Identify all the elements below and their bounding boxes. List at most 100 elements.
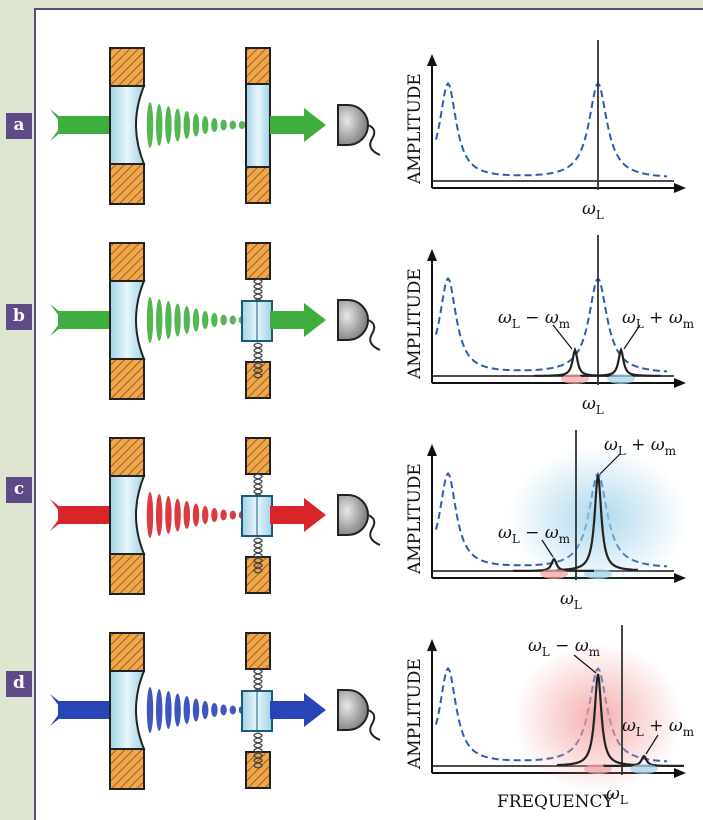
lower-sideband xyxy=(512,557,594,572)
panel-c: AMPLITUDE ωL ωL + ωm ωL − ωm xyxy=(50,430,688,612)
intracavity-wave xyxy=(146,297,154,343)
intracavity-wave xyxy=(202,116,209,134)
membrane-mount-top xyxy=(245,47,271,85)
upper-sideband-label: ωL + ωm xyxy=(604,435,676,458)
detector-cable xyxy=(367,124,381,156)
x-axis-arrow xyxy=(674,378,686,388)
membrane-mount-top xyxy=(245,632,271,670)
lower-sideband-leader xyxy=(541,539,554,558)
mirror-mount-bottom xyxy=(109,553,145,595)
input-beam xyxy=(58,701,110,719)
panel-label-a: a xyxy=(6,113,32,139)
photodetector xyxy=(337,689,369,731)
concave-mirror xyxy=(109,85,146,165)
lower-sideband-label: ωL − ωm xyxy=(498,523,570,546)
mirror-mount-bottom xyxy=(109,163,145,205)
x-axis-arrow xyxy=(674,768,686,778)
output-beam-arrow xyxy=(304,693,326,727)
spring xyxy=(253,732,261,769)
intracavity-wave xyxy=(220,704,227,716)
intracavity-wave xyxy=(192,698,200,722)
upper-sideband xyxy=(579,346,662,377)
intracavity-wave xyxy=(202,701,209,719)
spring xyxy=(253,537,261,574)
lower-sideband xyxy=(556,673,639,767)
lower-sideband-label: ωL − ωm xyxy=(498,308,570,331)
intracavity-wave xyxy=(156,104,163,146)
panel-label-b: b xyxy=(6,304,32,330)
intracavity-wave xyxy=(229,705,236,715)
y-axis-label: AMPLITUDE xyxy=(405,658,425,770)
intracavity-wave xyxy=(220,119,227,131)
membrane-mount-bottom xyxy=(245,166,271,204)
red-sideband-glow xyxy=(513,643,683,793)
panel-b: AMPLITUDE ωL ωL − ωm ωL + ωm xyxy=(50,235,694,417)
omega-L-label: ωL xyxy=(560,589,582,612)
intracavity-wave xyxy=(146,492,154,538)
intracavity-wave xyxy=(229,315,236,325)
y-axis-arrow xyxy=(427,54,437,66)
panel-label-d: d xyxy=(6,671,32,697)
intracavity-wave xyxy=(174,108,181,142)
input-beam-arrow xyxy=(50,694,70,726)
membrane-mount-top xyxy=(245,437,271,475)
concave-mirror xyxy=(109,670,146,750)
blue-sideband-glow xyxy=(508,448,688,588)
output-beam xyxy=(270,701,306,719)
input-beam-arrow xyxy=(50,304,70,336)
intracavity-wave xyxy=(183,111,190,139)
mirror-mount-top xyxy=(109,242,145,282)
output-beam xyxy=(270,311,306,329)
intracavity-wave xyxy=(174,498,181,532)
upper-sideband-shade xyxy=(630,764,658,774)
membrane-mount-bottom xyxy=(245,361,271,399)
intracavity-wave xyxy=(165,301,172,339)
y-axis-label: AMPLITUDE xyxy=(405,268,425,380)
omega-L-label: ωL xyxy=(582,394,604,417)
spring xyxy=(253,342,261,379)
intracavity-wave xyxy=(183,696,190,724)
mirror-mount-top xyxy=(109,437,145,477)
upper-sideband xyxy=(556,474,638,572)
upper-sideband-leader xyxy=(623,324,641,350)
omega-L-label: ωL xyxy=(582,199,604,222)
detector-cable xyxy=(367,319,381,351)
upper-sideband-label: ωL + ωm xyxy=(622,308,694,331)
intracavity-wave xyxy=(183,501,190,529)
photodetector xyxy=(337,104,369,146)
photodetector xyxy=(337,299,369,341)
lower-sideband-shade xyxy=(540,569,568,579)
intracavity-wave xyxy=(220,314,227,326)
output-beam-arrow xyxy=(304,108,326,142)
upper-sideband-label: ωL + ωm xyxy=(622,716,694,739)
mirror-mount-top xyxy=(109,47,145,87)
input-beam-arrow xyxy=(50,499,70,531)
intracavity-wave xyxy=(174,303,181,337)
y-axis-arrow xyxy=(427,639,437,651)
concave-mirror xyxy=(109,280,146,360)
input-beam-arrow xyxy=(50,109,70,141)
input-beam xyxy=(58,116,110,134)
mirror-mount-top xyxy=(109,632,145,672)
intracavity-wave xyxy=(229,510,236,520)
mirror-mount-bottom xyxy=(109,358,145,400)
spring xyxy=(255,732,263,769)
intracavity-wave xyxy=(165,496,172,534)
omega-L-label: ωL xyxy=(606,784,628,807)
panel-d: AMPLITUDE ωL ωL − ωm ωL + ωm xyxy=(50,625,694,807)
lower-sideband-leader xyxy=(573,654,597,674)
x-axis-label: FREQUENCY xyxy=(497,792,615,812)
y-axis-arrow xyxy=(427,249,437,261)
output-beam-arrow xyxy=(304,303,326,337)
intracavity-wave xyxy=(174,693,181,727)
intracavity-wave xyxy=(202,311,209,329)
upper-sideband-leader xyxy=(599,453,621,475)
upper-sideband-shade xyxy=(607,374,635,384)
membrane-mount-top xyxy=(245,242,271,280)
photodetector xyxy=(337,494,369,536)
output-mirror xyxy=(245,83,271,168)
y-axis-label: AMPLITUDE xyxy=(405,463,425,575)
